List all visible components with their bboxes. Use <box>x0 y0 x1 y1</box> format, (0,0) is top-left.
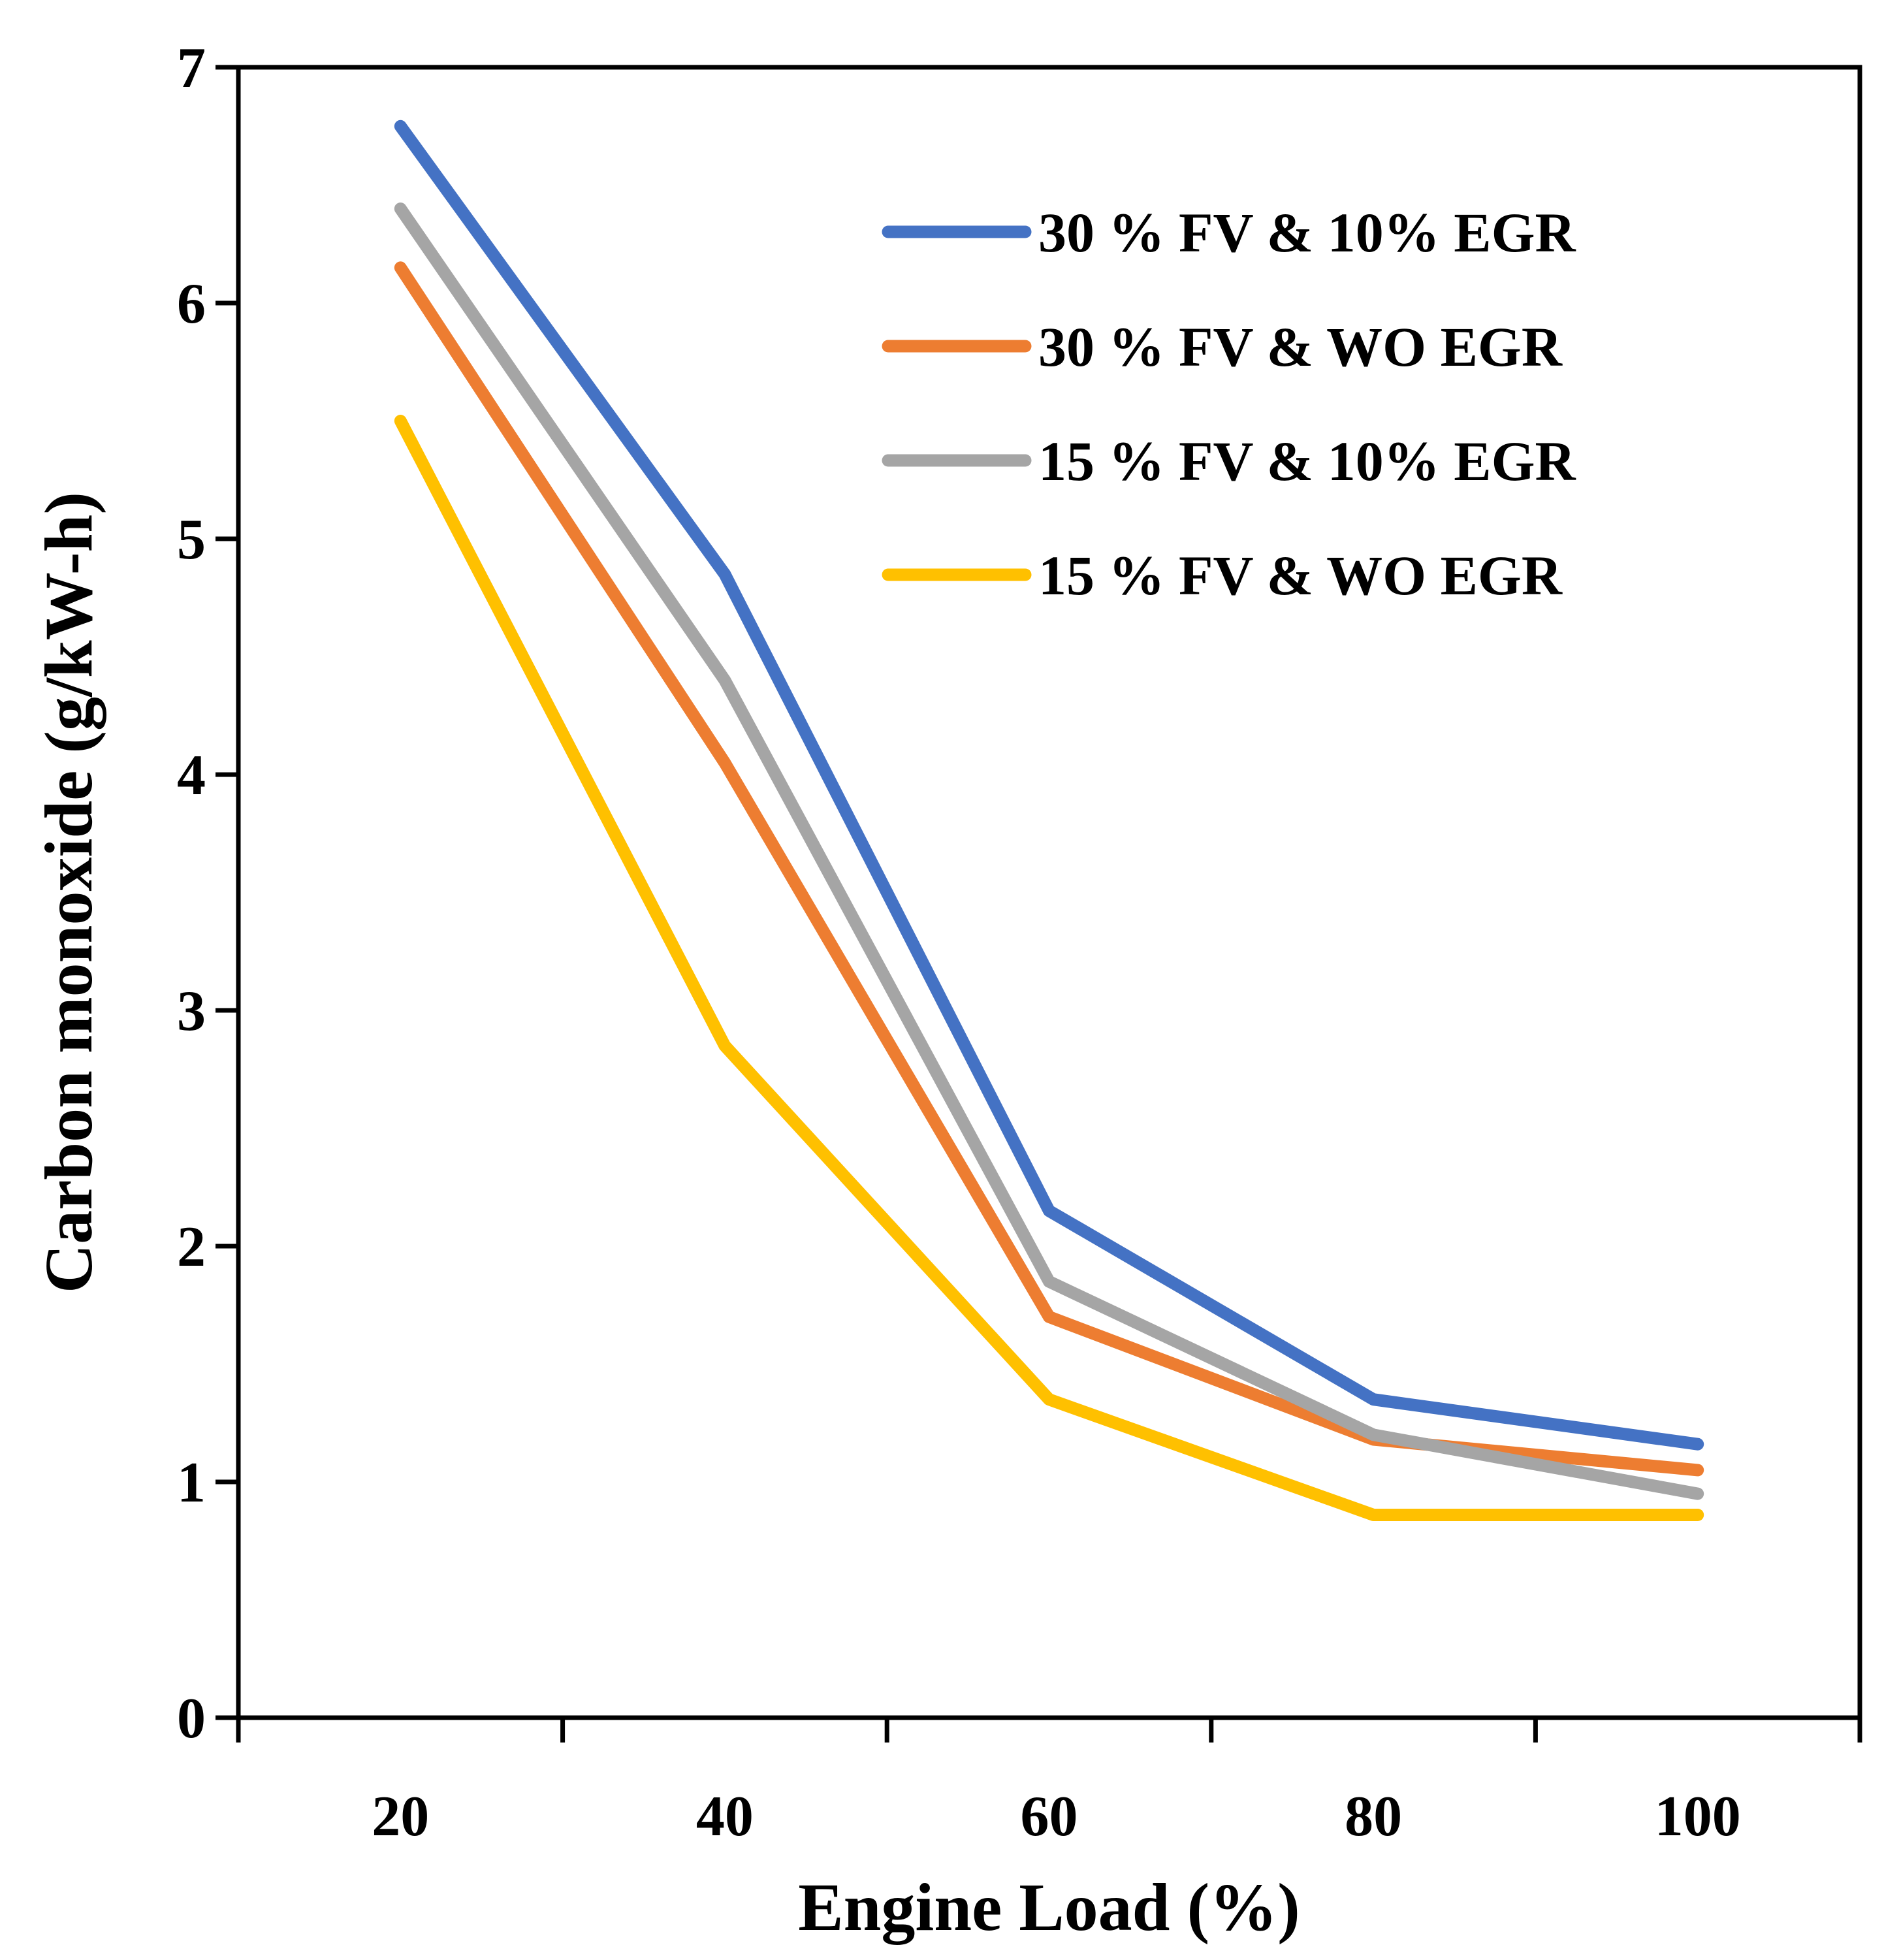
series-line-1 <box>394 120 1704 1451</box>
legend: 30 % FV & 10% EGR 30 % FV & WO EGR 15 % FV… <box>882 201 1576 607</box>
legend-entry: 30 % FV & 10% EGR <box>882 201 1576 264</box>
x-tick-label: 60 <box>1021 1785 1078 1848</box>
plot-frame <box>236 65 1862 1720</box>
axis-layer: 0 1 2 3 4 5 6 7 20 40 60 80 100 <box>177 37 1862 1848</box>
y-tick-label: 2 <box>177 1215 206 1279</box>
x-tick-label: 100 <box>1655 1785 1741 1848</box>
x-tick-label: 40 <box>696 1785 754 1848</box>
y-tick-label: 3 <box>177 980 206 1043</box>
y-tick-label: 4 <box>177 744 206 807</box>
series-layer <box>394 120 1704 1521</box>
plot-area <box>236 65 1862 1720</box>
legend-entry: 30 % FV & WO EGR <box>882 315 1563 378</box>
y-tick-label: 6 <box>177 272 206 336</box>
series-line-3 <box>394 202 1704 1500</box>
legend-label: 30 % FV & 10% EGR <box>1038 201 1576 264</box>
x-tick-label: 20 <box>372 1785 429 1848</box>
y-tick-label: 5 <box>177 508 206 571</box>
legend-entry: 15 % FV & 10% EGR <box>882 430 1576 492</box>
y-tick-label: 0 <box>177 1687 206 1750</box>
legend-label: 15 % FV & 10% EGR <box>1038 430 1576 492</box>
y-tick-label: 1 <box>177 1451 206 1515</box>
series-line-4 <box>394 415 1704 1521</box>
legend-label: 30 % FV & WO EGR <box>1038 315 1563 378</box>
y-axis-title: Carbon monoxide (g/kW-h) <box>31 492 106 1293</box>
legend-entry: 15 % FV & WO EGR <box>882 544 1563 607</box>
x-tick-label: 80 <box>1345 1785 1402 1848</box>
x-axis-title: Engine Load (%) <box>798 1870 1300 1945</box>
legend-label: 15 % FV & WO EGR <box>1038 544 1563 607</box>
y-tick-label: 7 <box>177 37 206 100</box>
